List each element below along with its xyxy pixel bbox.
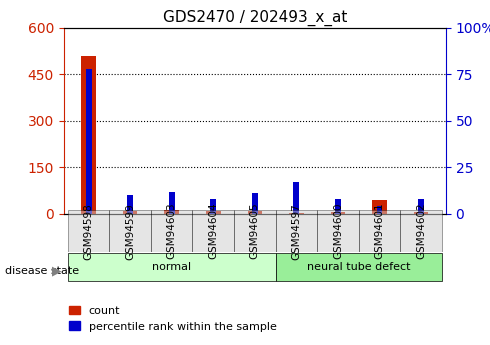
FancyBboxPatch shape <box>109 210 151 252</box>
Text: GSM94601: GSM94601 <box>374 203 385 259</box>
FancyBboxPatch shape <box>400 210 442 252</box>
FancyBboxPatch shape <box>317 210 359 252</box>
Text: disease state: disease state <box>5 266 79 276</box>
Bar <box>206 211 220 214</box>
Text: GSM94603: GSM94603 <box>167 203 177 259</box>
Bar <box>169 191 174 214</box>
FancyBboxPatch shape <box>275 253 442 282</box>
Bar <box>210 199 216 214</box>
Bar <box>294 182 299 214</box>
Text: GSM94604: GSM94604 <box>208 203 218 259</box>
Bar <box>165 210 179 214</box>
FancyBboxPatch shape <box>234 210 275 252</box>
Bar <box>376 206 382 214</box>
Bar <box>418 199 424 214</box>
Bar <box>289 213 304 214</box>
Legend: count, percentile rank within the sample: count, percentile rank within the sample <box>64 301 281 336</box>
Title: GDS2470 / 202493_x_at: GDS2470 / 202493_x_at <box>163 10 347 26</box>
FancyBboxPatch shape <box>68 210 109 252</box>
Text: GSM94599: GSM94599 <box>125 203 135 259</box>
FancyBboxPatch shape <box>193 210 234 252</box>
Text: GSM94597: GSM94597 <box>292 203 301 259</box>
Text: ▶: ▶ <box>51 264 61 277</box>
Text: normal: normal <box>152 263 191 272</box>
Bar <box>252 194 258 214</box>
Bar <box>331 212 345 214</box>
Bar <box>123 211 137 214</box>
Text: GSM94600: GSM94600 <box>333 203 343 259</box>
Bar <box>127 195 133 214</box>
FancyBboxPatch shape <box>151 210 193 252</box>
Text: GSM94602: GSM94602 <box>416 203 426 259</box>
Bar <box>81 56 96 214</box>
Bar <box>335 199 341 214</box>
Text: GSM94598: GSM94598 <box>84 203 94 259</box>
Text: neural tube defect: neural tube defect <box>307 263 411 272</box>
Bar <box>86 69 92 214</box>
Bar <box>414 212 428 214</box>
FancyBboxPatch shape <box>359 210 400 252</box>
FancyBboxPatch shape <box>68 253 275 282</box>
Bar <box>372 200 387 214</box>
Text: GSM94605: GSM94605 <box>250 203 260 259</box>
FancyBboxPatch shape <box>275 210 317 252</box>
Bar <box>247 211 262 214</box>
